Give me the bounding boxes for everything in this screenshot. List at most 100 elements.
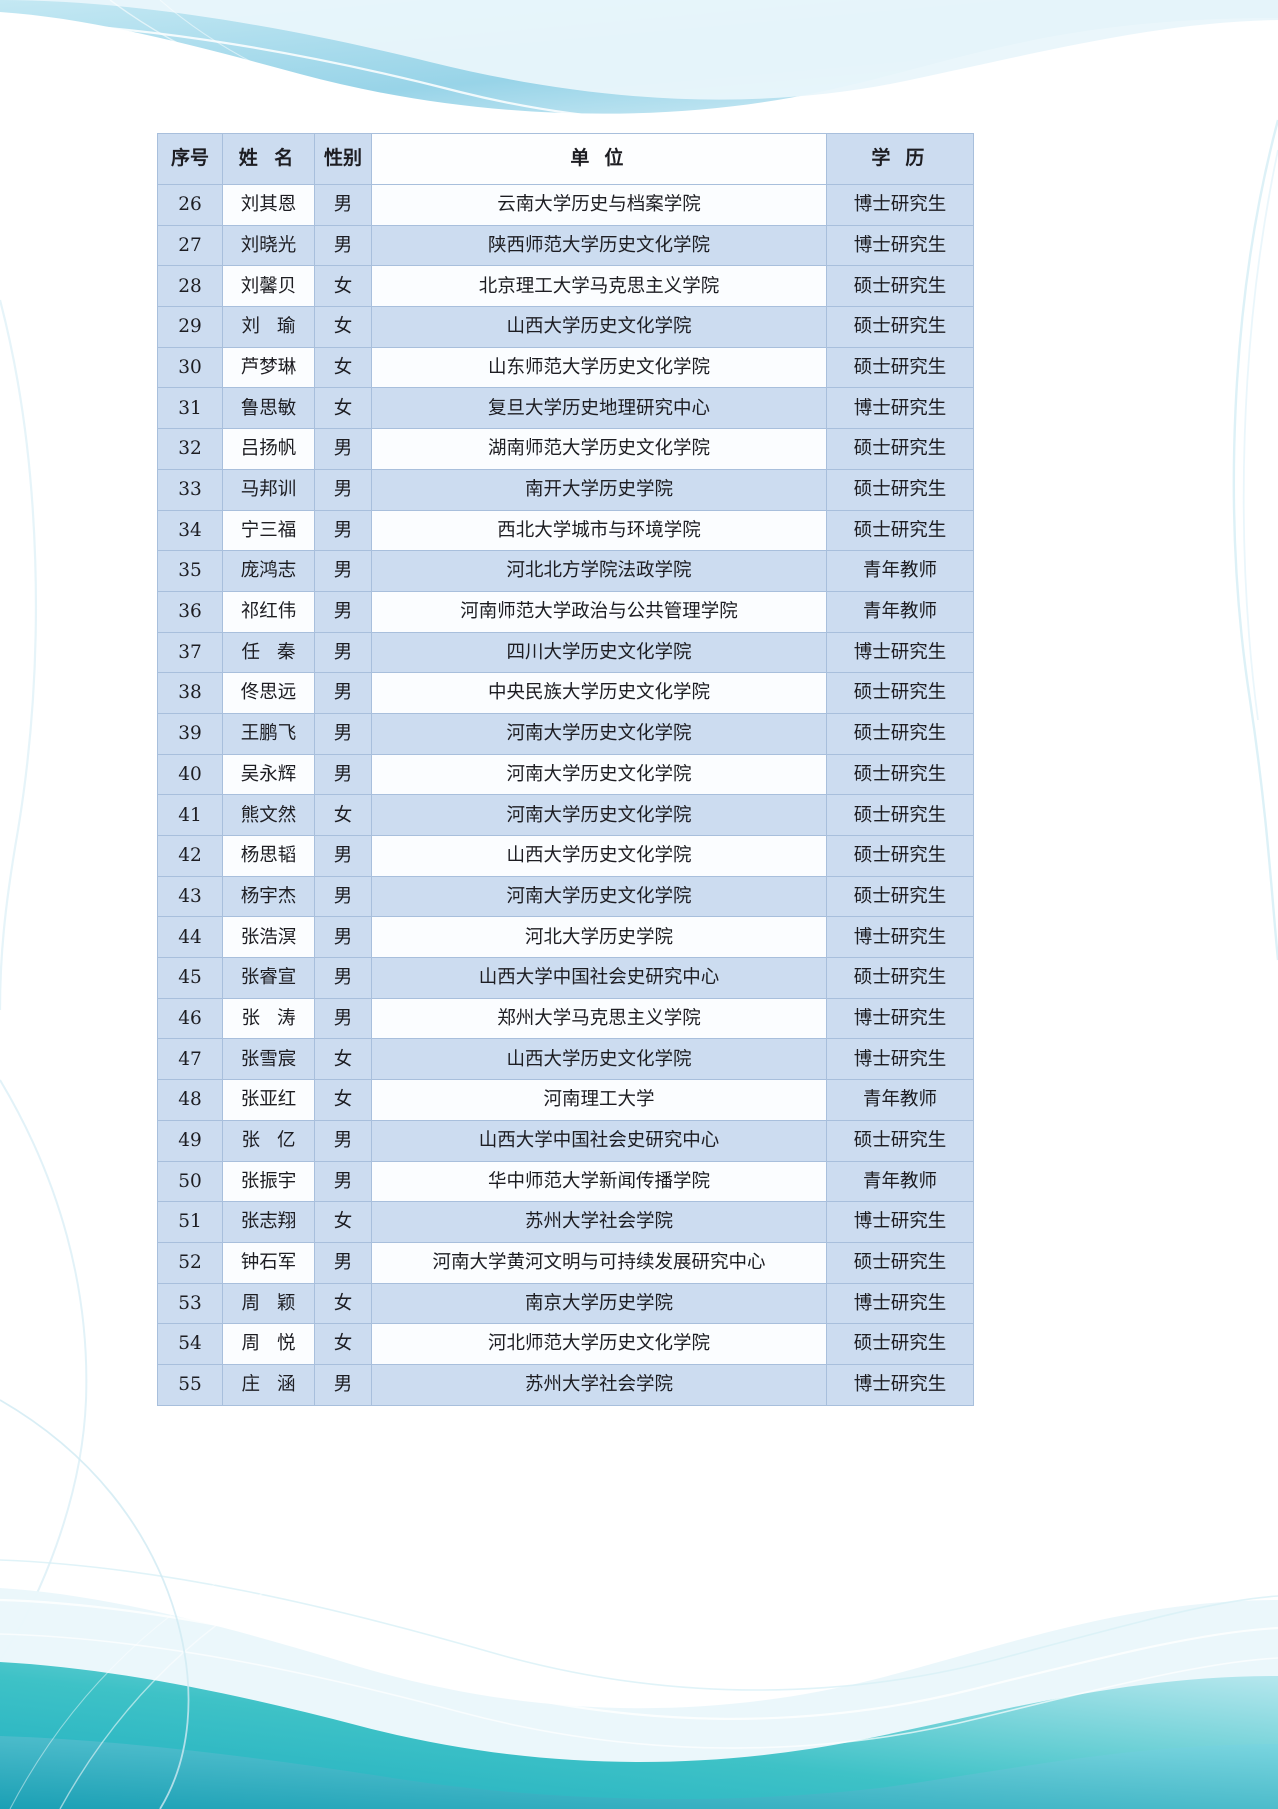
table-row: 45 张睿宣男山西大学中国社会史研究中心 硕士研究生 <box>157 957 974 999</box>
table-row: 54 周 悦女河北师范大学历史文化学院 硕士研究生 <box>157 1323 974 1365</box>
table-row: 30 芦梦琳女山东师范大学历史文化学院 硕士研究生 <box>157 346 974 389</box>
cell-name: 杨宇杰 <box>222 875 315 918</box>
cell-education: 硕士研究生 <box>826 346 974 389</box>
cell-sex: 男 <box>314 875 372 918</box>
table-header-row: 序号 姓 名 性别 单 位 学 历 <box>157 133 974 185</box>
cell-education: 青年教师 <box>826 1160 974 1203</box>
cell-name: 王鹏飞 <box>222 712 315 755</box>
cell-index: 50 <box>157 1160 223 1203</box>
cell-education: 硕士研究生 <box>826 957 974 999</box>
table-row: 53 周 颖女南京大学历史学院 博士研究生 <box>157 1282 974 1325</box>
cell-sex: 男 <box>314 957 372 999</box>
column-header-unit: 单 位 <box>371 133 827 185</box>
cell-index: 30 <box>157 346 223 389</box>
cell-index: 29 <box>157 306 223 348</box>
cell-name: 庞鸿志 <box>222 550 315 592</box>
table-row: 27 刘晓光男陕西师范大学历史文化学院 博士研究生 <box>157 224 974 267</box>
table-row: 41 熊文然女河南大学历史文化学院 硕士研究生 <box>157 794 974 836</box>
cell-index: 44 <box>157 916 223 959</box>
cell-education: 博士研究生 <box>826 631 974 674</box>
cell-index: 35 <box>157 550 223 592</box>
cell-sex: 女 <box>314 1282 372 1325</box>
cell-index: 49 <box>157 1119 223 1162</box>
cell-name: 任 秦 <box>222 631 315 674</box>
cell-index: 27 <box>157 224 223 267</box>
cell-name: 刘馨贝 <box>222 265 315 308</box>
cell-education: 青年教师 <box>826 1079 974 1121</box>
cell-education: 博士研究生 <box>826 387 974 430</box>
table-row: 48 张亚红女河南理工大学 青年教师 <box>157 1079 974 1121</box>
bottom-ribbon-group <box>0 1399 1278 1809</box>
cell-unit: 南开大学历史学院 <box>371 468 827 511</box>
left-edge-wisps <box>0 299 88 1661</box>
cell-index: 46 <box>157 997 223 1040</box>
cell-name: 张亚红 <box>222 1079 315 1121</box>
cell-name: 吕扬帆 <box>222 428 315 470</box>
cell-education: 博士研究生 <box>826 1201 974 1243</box>
cell-index: 43 <box>157 875 223 918</box>
table-row: 32 吕扬帆男湖南师范大学历史文化学院 硕士研究生 <box>157 428 974 470</box>
cell-index: 48 <box>157 1079 223 1121</box>
cell-name: 佟思远 <box>222 672 315 714</box>
table-row: 34 宁三福男西北大学城市与环境学院 硕士研究生 <box>157 509 974 552</box>
cell-education: 硕士研究生 <box>826 712 974 755</box>
cell-sex: 女 <box>314 1323 372 1365</box>
cell-unit: 河北师范大学历史文化学院 <box>371 1323 827 1365</box>
cell-unit: 华中师范大学新闻传播学院 <box>371 1160 827 1203</box>
table-row: 43 杨宇杰男河南大学历史文化学院 硕士研究生 <box>157 875 974 918</box>
cell-unit: 苏州大学社会学院 <box>371 1201 827 1243</box>
cell-name: 张浩溟 <box>222 916 315 959</box>
table-body: 26 刘其恩男云南大学历史与档案学院 博士研究生 27 刘晓光男陕西师范大学历史文化学院… <box>157 184 974 1406</box>
column-header-education: 学 历 <box>826 133 974 185</box>
table-row: 50 张振宇男华中师范大学新闻传播学院 青年教师 <box>157 1160 974 1203</box>
table-row: 39 王鹏飞男河南大学历史文化学院 硕士研究生 <box>157 712 974 755</box>
table-row: 47 张雪宸女山西大学历史文化学院 博士研究生 <box>157 1038 974 1081</box>
cell-sex: 女 <box>314 346 372 389</box>
cell-education: 硕士研究生 <box>826 509 974 552</box>
cell-unit: 河南大学黄河文明与可持续发展研究中心 <box>371 1241 827 1284</box>
cell-unit: 陕西师范大学历史文化学院 <box>371 224 827 267</box>
table-row: 44 张浩溟男河北大学历史学院 博士研究生 <box>157 916 974 959</box>
cell-name: 马邦训 <box>222 468 315 511</box>
table-row: 52 钟石军男河南大学黄河文明与可持续发展研究中心 硕士研究生 <box>157 1241 974 1284</box>
cell-education: 硕士研究生 <box>826 794 974 836</box>
cell-education: 青年教师 <box>826 590 974 633</box>
cell-unit: 中央民族大学历史文化学院 <box>371 672 827 714</box>
table-row: 46 张 涛男郑州大学马克思主义学院 博士研究生 <box>157 997 974 1040</box>
cell-name: 张 涛 <box>222 997 315 1040</box>
cell-sex: 男 <box>314 1363 372 1406</box>
cell-name: 张振宇 <box>222 1160 315 1203</box>
cell-unit: 郑州大学马克思主义学院 <box>371 997 827 1040</box>
cell-unit: 湖南师范大学历史文化学院 <box>371 428 827 470</box>
cell-sex: 女 <box>314 1038 372 1081</box>
cell-education: 硕士研究生 <box>826 835 974 877</box>
cell-education: 博士研究生 <box>826 184 974 226</box>
cell-name: 熊文然 <box>222 794 315 836</box>
column-header-name: 姓 名 <box>222 133 315 185</box>
cell-name: 张睿宣 <box>222 957 315 999</box>
cell-index: 34 <box>157 509 223 552</box>
cell-index: 31 <box>157 387 223 430</box>
cell-education: 博士研究生 <box>826 916 974 959</box>
cell-sex: 女 <box>314 794 372 836</box>
cell-unit: 河南大学历史文化学院 <box>371 875 827 918</box>
cell-sex: 男 <box>314 1241 372 1284</box>
cell-name: 张 亿 <box>222 1119 315 1162</box>
cell-index: 39 <box>157 712 223 755</box>
cell-index: 42 <box>157 835 223 877</box>
cell-sex: 男 <box>314 468 372 511</box>
cell-education: 硕士研究生 <box>826 1241 974 1284</box>
cell-name: 宁三福 <box>222 509 315 552</box>
cell-unit: 河南大学历史文化学院 <box>371 712 827 755</box>
cell-index: 37 <box>157 631 223 674</box>
cell-sex: 男 <box>314 631 372 674</box>
cell-education: 硕士研究生 <box>826 1323 974 1365</box>
table-row: 55 庄 涵男苏州大学社会学院 博士研究生 <box>157 1363 974 1406</box>
cell-education: 青年教师 <box>826 550 974 592</box>
table-row: 29 刘 瑜女山西大学历史文化学院 硕士研究生 <box>157 306 974 348</box>
table-row: 31 鲁思敏女复旦大学历史地理研究中心 博士研究生 <box>157 387 974 430</box>
cell-name: 钟石军 <box>222 1241 315 1284</box>
cell-unit: 河北北方学院法政学院 <box>371 550 827 592</box>
table-row: 33 马邦训男南开大学历史学院 硕士研究生 <box>157 468 974 511</box>
column-header-sex: 性别 <box>314 133 372 185</box>
